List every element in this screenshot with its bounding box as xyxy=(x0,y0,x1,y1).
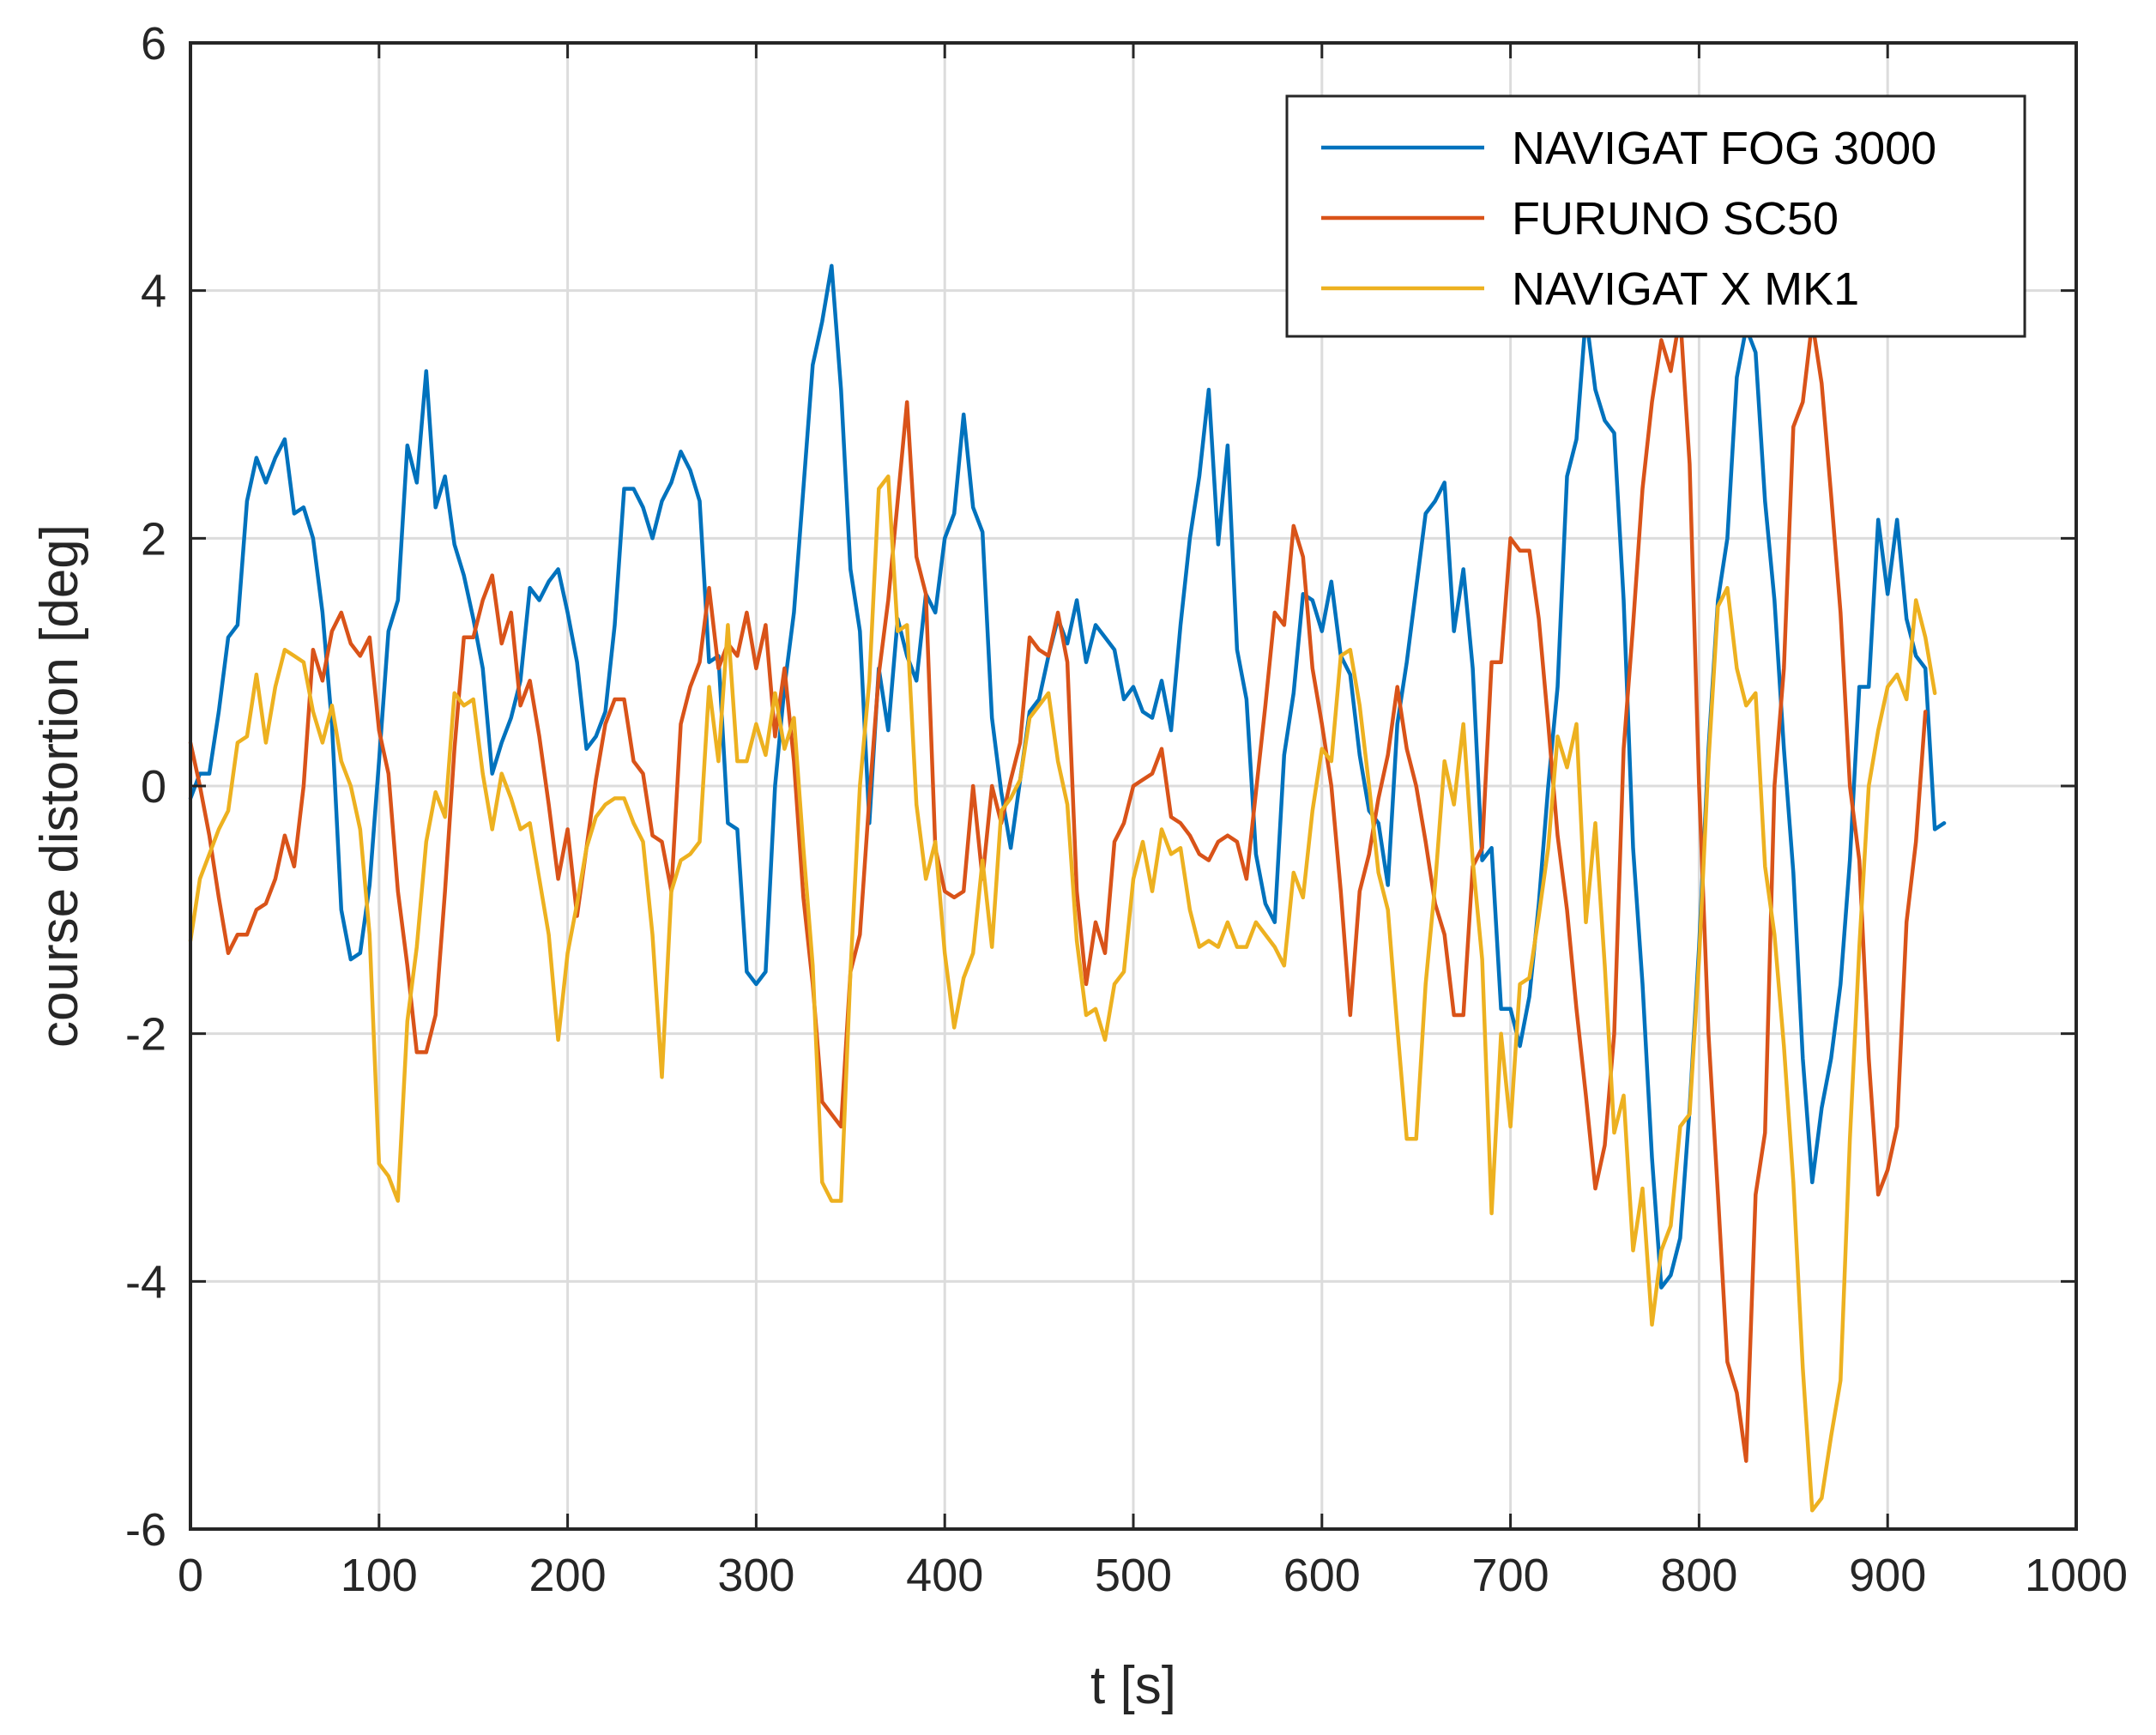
x-tick-label: 800 xyxy=(1660,1550,1737,1601)
x-tick-label: 300 xyxy=(717,1550,794,1601)
y-tick-label: 2 xyxy=(141,513,166,565)
y-tick-label: 6 xyxy=(141,18,166,70)
x-axis-label: t [s] xyxy=(1090,1656,1176,1715)
series-layer xyxy=(188,263,1947,1513)
y-tick-label: -2 xyxy=(125,1009,166,1061)
x-tick-label: 0 xyxy=(178,1550,203,1601)
legend-label-navigat-fog-3000: NAVIGAT FOG 3000 xyxy=(1512,123,1936,174)
y-axis-label: course distortion [deg] xyxy=(30,524,89,1048)
y-tick-label: 4 xyxy=(141,266,166,317)
x-tick-label: 100 xyxy=(341,1550,418,1601)
tick-labels: 0 100 200 300 400 500 600 700 800 900 1000 -6 -4 -2 0 2… xyxy=(125,18,2128,1601)
series-line-navigat-fog-3000 xyxy=(188,263,1947,1290)
y-tick-label: -6 xyxy=(125,1504,166,1556)
x-tick-label: 900 xyxy=(1849,1550,1926,1601)
x-tick-label: 400 xyxy=(906,1550,983,1601)
legend-label-navigat-x-mk1: NAVIGAT X MK1 xyxy=(1512,263,1859,315)
x-tick-label: 500 xyxy=(1095,1550,1172,1601)
x-tick-label: 700 xyxy=(1472,1550,1549,1601)
axis-ticks xyxy=(189,41,2078,1531)
y-tick-label: -4 xyxy=(125,1256,166,1308)
legend: NAVIGAT FOG 3000 FURUNO SC50 NAVIGAT X MK1 xyxy=(1285,94,2026,338)
legend-label-furuno-sc50: FURUNO SC50 xyxy=(1512,193,1839,245)
y-tick-label: 0 xyxy=(141,761,166,813)
series-line-furuno-sc50 xyxy=(188,313,1928,1463)
series-line-navigat-x-mk1 xyxy=(188,474,1937,1513)
x-tick-label: 1000 xyxy=(2025,1550,2128,1601)
x-tick-label: 200 xyxy=(529,1550,607,1601)
x-tick-label: 600 xyxy=(1283,1550,1361,1601)
